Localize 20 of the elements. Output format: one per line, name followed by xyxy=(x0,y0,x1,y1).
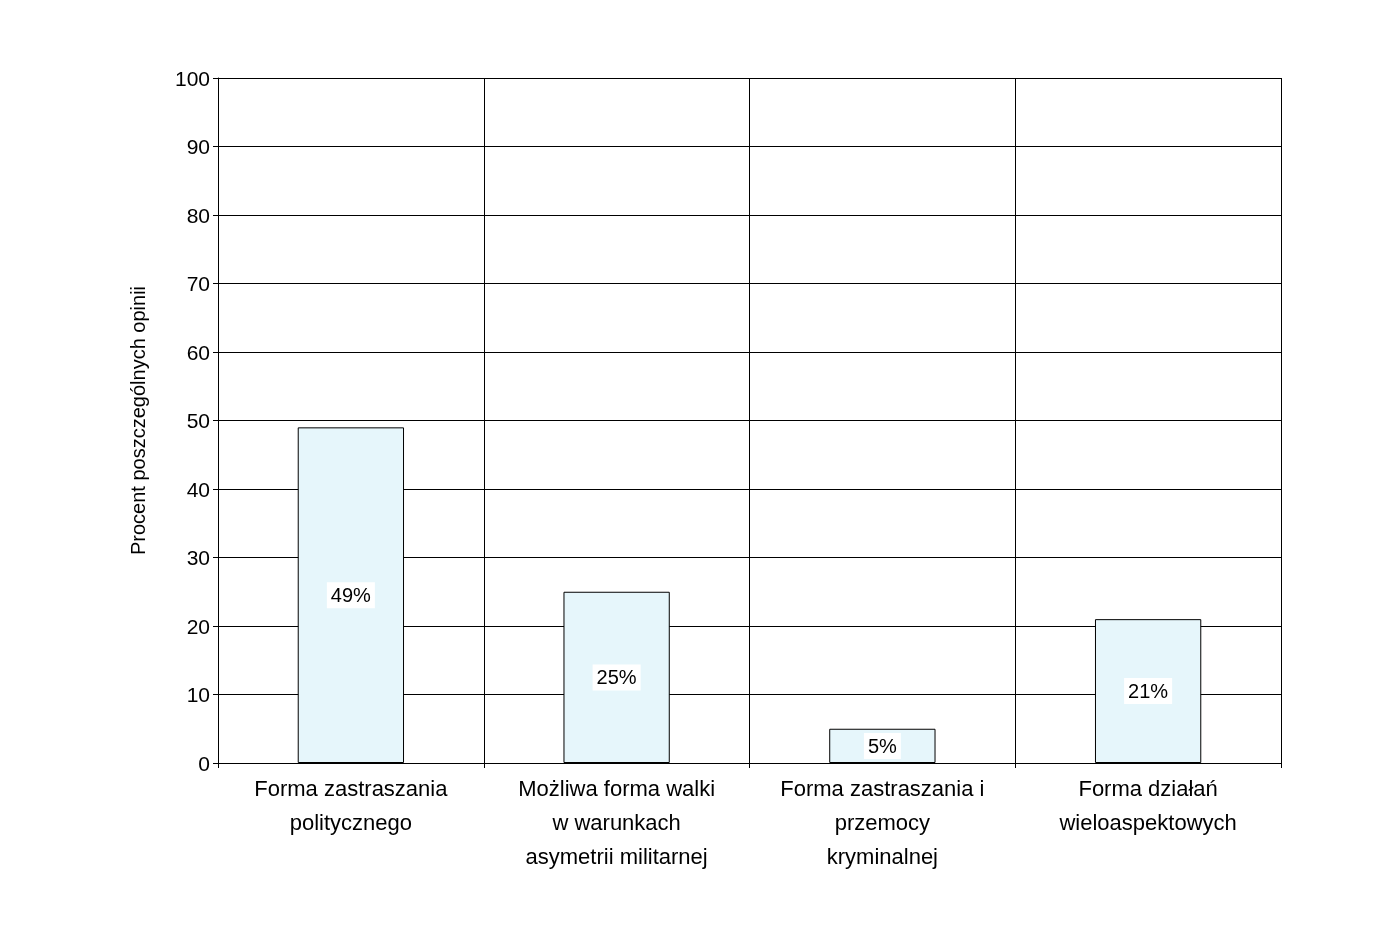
data-label: 21% xyxy=(1128,680,1169,703)
y-tick-label: 20 xyxy=(186,614,210,638)
y-tick-label: 90 xyxy=(186,135,210,158)
y-tick-label: 0 xyxy=(198,751,210,775)
x-tick-label: Forma zastraszania i przemocy kryminalnej xyxy=(780,775,985,869)
y-tick-label: 100 xyxy=(174,66,210,90)
y-tick-label: 40 xyxy=(186,477,210,501)
x-tick-label: Forma działań wieloaspektowych xyxy=(1058,775,1237,835)
data-label: 49% xyxy=(330,584,372,607)
y-tick-label: 60 xyxy=(186,340,210,364)
x-tick-label: Forma zastraszania politycznego xyxy=(254,775,449,835)
y-tick-label: 10 xyxy=(186,683,210,706)
data-label: 5% xyxy=(867,734,898,757)
y-axis-title: Procent poszczególnych opinii xyxy=(127,285,149,556)
y-tick-label: 50 xyxy=(186,409,210,432)
y-tick-label: 30 xyxy=(186,546,210,569)
data-label: 25% xyxy=(596,666,637,689)
x-tick-label: Możliwa forma walki w warunkach asymetrii militarnej xyxy=(518,775,716,869)
y-tick-label: 70 xyxy=(186,272,210,295)
y-tick-label: 80 xyxy=(186,203,210,227)
